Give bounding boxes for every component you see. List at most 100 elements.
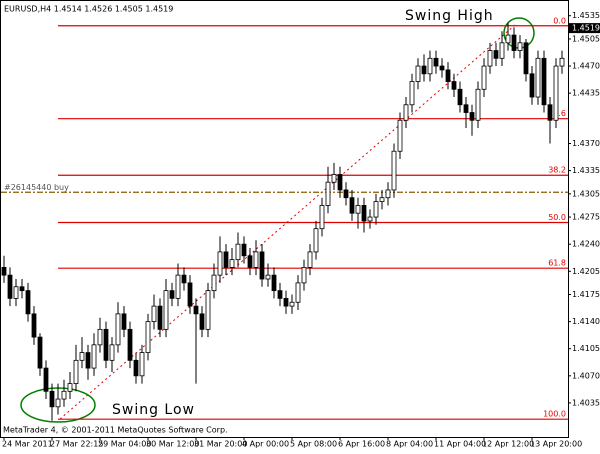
- swing-high-label: Swing High: [405, 8, 494, 24]
- y-tick-label: 1.4140: [572, 317, 600, 326]
- current-price: 1.4519: [572, 24, 600, 33]
- y-tick-label: 1.4105: [572, 344, 600, 353]
- y-tick-label: 1.4070: [572, 371, 600, 380]
- x-tick-label: 11 Apr 04:00: [434, 440, 486, 449]
- candle-body: [301, 267, 307, 284]
- candle-body: [193, 305, 199, 315]
- candle-body: [295, 282, 301, 303]
- candle-body: [241, 243, 247, 257]
- candle-body: [187, 282, 193, 307]
- footer: MetaTrader 4, © 2001-2011 MetaQuotes Sof…: [3, 426, 228, 435]
- candle-body: [463, 104, 469, 113]
- candle-body: [511, 34, 517, 51]
- y-tick-label: 1.4240: [572, 240, 600, 249]
- candle-body: [349, 197, 355, 214]
- candle-body: [49, 390, 55, 408]
- candle-body: [355, 205, 361, 214]
- candle-body: [175, 274, 181, 299]
- order-label: #26145440 buy: [4, 183, 69, 192]
- candle-body: [487, 50, 493, 67]
- candle-body: [115, 313, 121, 346]
- x-tick-label: 8 Apr 04:00: [386, 440, 433, 449]
- candle-body: [289, 301, 295, 307]
- candle-body: [109, 344, 115, 361]
- candle-body: [1, 267, 7, 276]
- candle-body: [145, 321, 151, 353]
- x-tick-label: 27 Mar 22:15: [50, 440, 103, 449]
- x-tick-label: 12 Apr 12:00: [482, 440, 534, 449]
- y-tick-label: 1.4305: [572, 189, 600, 198]
- candle-body: [439, 65, 445, 71]
- candle-body: [169, 290, 175, 299]
- chart-header: EURUSD,H4 1.4514 1.4526 1.4505 1.4519: [4, 5, 173, 14]
- candle-body: [475, 88, 481, 121]
- candle-body: [397, 119, 403, 152]
- candle-body: [433, 57, 439, 67]
- x-tick-label: 13 Apr 20:00: [530, 440, 582, 449]
- candle-body: [373, 201, 379, 218]
- candle-body: [61, 390, 67, 400]
- candle-body: [325, 181, 331, 206]
- candle-body: [7, 274, 13, 299]
- candle-body: [133, 359, 139, 377]
- candle-body: [535, 57, 541, 98]
- candle-body: [559, 57, 565, 67]
- candle-body: [151, 305, 157, 323]
- candle-body: [199, 313, 205, 330]
- candle-body: [91, 344, 97, 369]
- candle-body: [259, 251, 265, 280]
- candle-body: [253, 251, 259, 268]
- candle-body: [499, 42, 505, 59]
- candle-body: [343, 189, 349, 199]
- y-tick-label: 1.4205: [572, 267, 600, 276]
- candle-body: [493, 50, 499, 59]
- candle-body: [67, 383, 73, 392]
- candle-body: [223, 251, 229, 268]
- y-tick-label: 1.4275: [572, 213, 600, 222]
- candle-body: [277, 290, 283, 299]
- candle-body: [421, 65, 427, 75]
- x-tick-label: 4 Apr 00:00: [242, 440, 289, 449]
- candle-body: [427, 57, 433, 75]
- candle-body: [19, 286, 25, 292]
- candle-body: [103, 328, 109, 361]
- candle-body: [361, 205, 367, 222]
- x-tick-label: 24 Mar 2011: [2, 440, 53, 449]
- fib-label: 38.2: [548, 166, 566, 175]
- candle-body: [337, 174, 343, 191]
- y-tick-label: 1.4435: [572, 89, 600, 98]
- candle-body: [529, 73, 535, 98]
- candle-body: [367, 216, 373, 222]
- candle-body: [157, 305, 163, 330]
- candle-body: [229, 259, 235, 268]
- candle-body: [37, 336, 43, 369]
- candle-body: [181, 274, 187, 284]
- candle-body: [553, 65, 559, 121]
- candle-body: [457, 88, 463, 106]
- candle-body: [379, 197, 385, 202]
- fib-label: 50.0: [548, 213, 566, 222]
- x-tick-label: 31 Mar 20:00: [194, 440, 247, 449]
- candle-body: [319, 205, 325, 230]
- x-tick-label: 30 Mar 12:00: [146, 440, 199, 449]
- fib-label: 61.8: [548, 259, 566, 268]
- fib-label: 100.0: [543, 410, 566, 419]
- fib-label: 0.0: [553, 16, 566, 25]
- candle-body: [31, 313, 37, 338]
- candle-body: [139, 352, 145, 377]
- candle-body: [247, 255, 253, 268]
- candle-body: [79, 352, 85, 361]
- candle-body: [271, 274, 277, 292]
- candle-body: [505, 34, 511, 44]
- candle-body: [409, 81, 415, 106]
- candle-body: [517, 42, 523, 51]
- candle-body: [469, 112, 475, 121]
- candle-body: [43, 367, 49, 392]
- candle-body: [313, 228, 319, 253]
- candle-body: [97, 328, 103, 346]
- y-tick-label: 1.4470: [572, 62, 600, 71]
- candle-body: [445, 69, 451, 82]
- y-tick-label: 1.4505: [572, 34, 600, 43]
